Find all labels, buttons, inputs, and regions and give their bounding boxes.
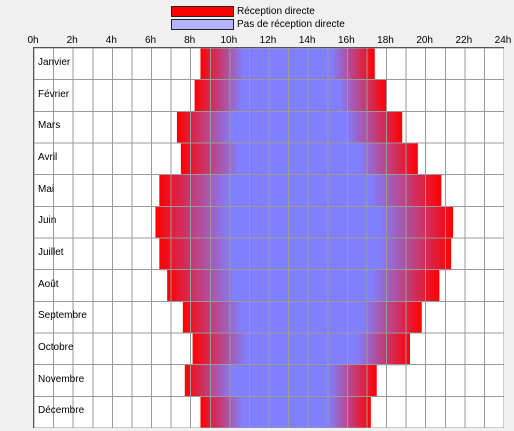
month-label: Février [38,88,70,100]
reception-band [167,269,440,302]
legend-label-direct: Réception directe [237,6,315,17]
month-label: Mars [38,120,61,132]
hour-tick-label: 6h [144,35,157,46]
month-label: Mai [38,183,55,195]
reception-band [159,174,442,207]
reception-band [180,143,418,176]
month-label: Avril [38,152,58,163]
hour-tick-label: 8h [184,35,196,46]
reception-band [200,396,371,428]
reception-band [176,111,403,144]
reception-band [182,301,422,334]
month-label: Octobre [38,342,74,353]
reception-band [159,238,452,271]
month-label: Juillet [38,247,64,258]
legend-swatch-indirect [171,19,234,30]
reception-band [200,48,375,81]
legend: Réception directe Pas de réception direc… [171,5,345,31]
reception-band [194,79,387,112]
month-label: Janvier [38,57,71,68]
month-label: Août [38,278,59,290]
hour-tick-label: 14h [298,35,316,46]
hour-tick-label: 20h [416,35,433,46]
month-label: Septembre [38,310,87,322]
legend-swatch-direct [171,6,234,17]
hour-tick-label: 2h [66,35,78,46]
legend-label-indirect: Pas de réception directe [237,19,345,30]
reception-band [192,333,410,366]
legend-item-direct: Réception directe [171,5,345,18]
legend-item-indirect: Pas de réception directe [171,18,345,31]
hour-tick-label: 22h [455,35,473,46]
chart-canvas [34,48,504,428]
hour-tick-label: 12h [259,35,277,46]
plot-area: Janvier Février Mars Avril Mai Juin Juillet Aoû… [33,47,504,428]
hour-tick-label: 18h [377,35,394,46]
hour-tick-label: 10h [220,35,238,46]
month-label: Juin [38,215,57,227]
hour-tick-label: 4h [105,35,117,46]
hour-tick-label: 16h [337,35,355,46]
month-label: Novembre [38,373,85,385]
hour-tick-label: 0h [27,35,39,46]
hour-tick-label: 24h [494,35,512,46]
reception-band [184,364,377,397]
month-label: Décembre [38,405,85,417]
reception-band [155,206,454,239]
